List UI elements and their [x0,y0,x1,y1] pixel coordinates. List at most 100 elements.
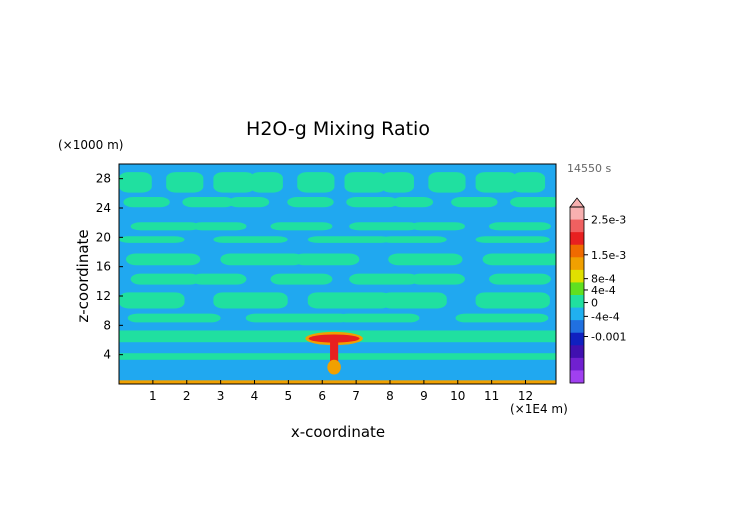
contour-band [488,222,551,231]
contour-band [213,172,255,193]
contour-band [307,236,391,243]
x-tick-label: 4 [251,389,259,403]
contour-band [349,273,419,285]
colorbar-swatch [570,282,584,296]
x-axis-label: x-coordinate [291,423,385,441]
contour-band [125,253,201,266]
colorbar-label: -0.001 [591,330,626,343]
contour-band [510,197,556,208]
contour-band [119,172,152,193]
contour-band [482,253,556,266]
contour-band [349,222,419,231]
contour-band [346,197,399,208]
colorbar-swatch [570,219,584,233]
x-tick-label: 7 [352,389,360,403]
plot-area [119,164,556,384]
contour-band [337,313,420,323]
colorbar: 2.5e-3 1.5e-3 8e-44e-40-4e-4 -0.001 [569,197,626,384]
contour-band [245,313,350,323]
colorbar-swatch [570,307,584,321]
contour-band [307,292,391,309]
contour-band [130,222,200,231]
y-tick-label: 4 [103,348,111,362]
plume-base [327,359,341,375]
x-unit-label: (×1E4 m) [510,402,568,416]
colorbar-swatch [570,207,584,221]
contour-band [270,222,333,231]
contour-band [392,197,434,208]
contour-band [250,172,283,193]
colorbar-swatch [570,332,584,346]
x-tick-label: 9 [420,389,428,403]
y-unit-label: (×1000 m) [58,138,123,152]
contour-band [119,236,185,243]
contour-band [130,273,200,285]
contour-band [475,172,518,193]
x-tick-label: 1 [149,389,157,403]
colorbar-swatch [570,257,584,271]
y-axis: 4 8 12 16 20 24 28 [96,172,123,362]
contour-band [293,253,360,266]
plot-frame [118,163,557,385]
contour-band [220,253,304,266]
y-tick-label: 28 [96,172,111,186]
colorbar-swatch [570,345,584,359]
colorbar-label: 2.5e-3 [591,214,626,227]
contour-band [475,236,550,243]
contour-band [344,172,387,193]
contour-band [182,197,235,208]
y-tick-label: 8 [103,318,111,332]
colorbar-swatch [570,269,584,283]
convective-plume [305,331,363,375]
surface-layer [119,380,556,384]
x-tick-label: 2 [183,389,191,403]
colorbar-top-arrow [569,197,585,208]
contour-band [213,236,288,243]
contour-band [270,273,333,285]
x-tick-label: 8 [386,389,394,403]
colorbar-label: 4e-4 [591,284,616,297]
y-tick-label: 20 [96,230,111,244]
contour-band [127,313,221,323]
colorbar-label: -4e-4 [591,310,620,323]
y-axis-label: z-coordinate [74,229,92,322]
contour-band [123,197,170,208]
contour-band [451,197,498,208]
colorbar-swatch [570,295,584,309]
time-label: 14550 s [567,162,611,175]
contour-band [213,292,288,309]
contour-band [488,273,551,285]
colorbar-label: 1.5e-3 [591,249,626,262]
contour-band [428,172,466,193]
colorbar-label: 8e-4 [591,273,616,286]
contour-band [455,313,549,323]
x-tick-label: 6 [318,389,326,403]
contour-band [297,172,335,193]
x-tick-label: 10 [450,389,465,403]
colorbar-swatch [570,357,584,371]
x-tick-label: 11 [484,389,499,403]
y-tick-label: 12 [96,289,111,303]
y-tick-label: 16 [96,260,111,274]
contour-band [410,222,465,231]
contour-band [166,172,204,193]
contour-band [228,197,270,208]
x-axis: 1 2 3 4 5 6 7 8 9 10 11 12 [149,380,533,403]
contour-band [381,172,414,193]
x-tick-label: 5 [285,389,293,403]
contour-band [381,236,447,243]
colorbar-swatch [570,232,584,246]
colorbar-swatch [570,370,584,384]
colorbar-swatch [570,320,584,334]
contour-band [512,172,546,193]
chart-title: H2O-g Mixing Ratio [246,118,430,140]
contour-band [410,273,465,285]
contour-band [475,292,550,309]
contour-band [381,292,447,309]
x-tick-label: 3 [217,389,225,403]
contour-band [388,253,463,266]
contour-band [119,292,185,309]
colorbar-frame [569,206,585,384]
y-tick-label: 24 [96,201,111,215]
x-tick-label: 12 [518,389,533,403]
